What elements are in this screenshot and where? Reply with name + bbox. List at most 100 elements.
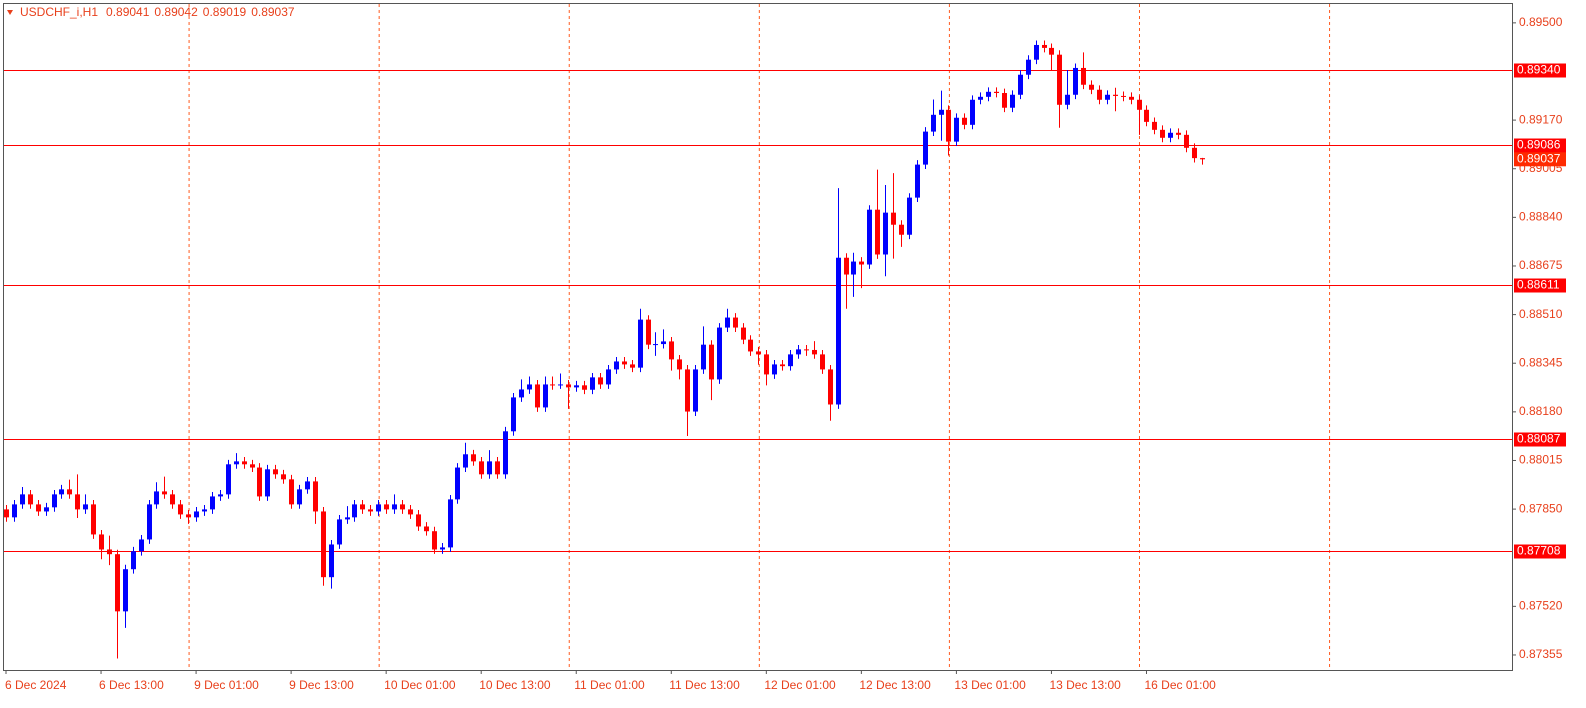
candle-body: [677, 359, 682, 370]
candle-body: [939, 109, 944, 115]
candle-body: [250, 464, 255, 468]
candle-body: [210, 496, 215, 510]
chart-header: USDCHF_i,H1 0.89041 0.89042 0.89019 0.89037: [20, 5, 295, 19]
candle-body: [701, 344, 706, 370]
candle-body: [891, 212, 896, 225]
candle-body: [527, 384, 532, 390]
y-tick-label: 0.89170: [1519, 112, 1563, 126]
candle-body: [630, 364, 635, 368]
level-label: 0.88087: [1517, 432, 1561, 446]
candle-body: [424, 526, 429, 532]
candle-body: [1057, 54, 1062, 105]
candle-body: [907, 197, 912, 235]
candle-body: [622, 361, 627, 365]
candle-body: [337, 519, 342, 545]
candle-body: [1034, 44, 1039, 60]
level-label-box: [1514, 432, 1566, 447]
candle-body: [91, 504, 96, 535]
candle-body: [392, 504, 397, 510]
candle-body: [1002, 92, 1007, 108]
level-layer: [4, 70, 1512, 552]
candle-body: [265, 469, 270, 497]
candle-body: [661, 341, 666, 345]
candle-body: [305, 481, 310, 490]
candle-body: [154, 491, 159, 505]
candle-body: [606, 369, 611, 385]
candle-body: [836, 257, 841, 405]
candle-body: [788, 354, 793, 367]
candle-body: [1152, 121, 1157, 130]
candle-body: [1144, 109, 1149, 122]
candle-body: [796, 349, 801, 355]
candle-body: [99, 534, 104, 550]
ohlc-close: 0.89037: [251, 5, 295, 19]
candle-body: [915, 164, 920, 198]
y-tick-label: 0.89500: [1519, 15, 1563, 29]
candle-body: [115, 554, 120, 612]
candle-body: [368, 509, 373, 512]
candle-body: [574, 385, 579, 388]
candle-body: [859, 261, 864, 265]
y-tick-label: 0.88345: [1519, 355, 1563, 369]
candle-body: [725, 317, 730, 328]
candle-body: [614, 361, 619, 370]
candle-body: [923, 131, 928, 165]
candle-body: [558, 384, 563, 386]
candle-body: [772, 364, 777, 375]
candle-body: [28, 494, 33, 505]
candle-body: [685, 369, 690, 412]
candle-body: [503, 431, 508, 475]
candle-body: [1049, 47, 1054, 55]
level-label-box: [1514, 278, 1566, 293]
candle-body: [36, 504, 41, 512]
candle-layer: [4, 40, 1205, 659]
candle-body: [598, 377, 603, 385]
candle-body: [543, 384, 548, 408]
menu-triangle[interactable]: [7, 10, 13, 15]
level-label-box: [1514, 544, 1566, 559]
x-tick-label: 9 Dec 13:00: [289, 678, 354, 692]
candle-body: [693, 369, 698, 412]
candle-body: [638, 319, 643, 368]
candle-body: [1010, 94, 1015, 108]
candle-body: [463, 454, 468, 468]
candle-body: [1129, 96, 1134, 100]
candle-body: [242, 461, 247, 465]
candle-body: [1026, 59, 1031, 75]
candle-body: [709, 344, 714, 380]
level-label: 0.87708: [1517, 544, 1561, 558]
candle-body: [83, 504, 88, 510]
candle-body: [748, 339, 753, 352]
candle-body: [931, 114, 936, 132]
candle-body: [1176, 132, 1181, 135]
candle-body: [289, 479, 294, 505]
candle-body: [416, 514, 421, 527]
candle-body: [257, 467, 262, 497]
x-tick-label: 10 Dec 01:00: [384, 678, 456, 692]
candle-body: [75, 494, 80, 510]
candle-body: [812, 349, 817, 355]
x-tick-label: 13 Dec 13:00: [1049, 678, 1121, 692]
candle-body: [281, 474, 286, 480]
candle-body: [1018, 74, 1023, 95]
candle-body: [535, 384, 540, 408]
candle-body: [733, 317, 738, 328]
candle-body: [52, 494, 57, 508]
x-tick-label: 11 Dec 01:00: [574, 678, 645, 692]
ohlc-low: 0.89019: [203, 5, 247, 19]
candle-body: [107, 549, 112, 555]
level-label-box: [1514, 63, 1566, 78]
x-tick-label: 11 Dec 13:00: [669, 678, 740, 692]
candle-body: [455, 467, 460, 500]
candle-body: [970, 99, 975, 125]
candle-body: [360, 504, 365, 510]
candle-body: [1184, 134, 1189, 148]
level-label: 0.89340: [1517, 63, 1561, 77]
candle-body: [1073, 67, 1078, 95]
candle-body: [400, 504, 405, 510]
candle-body: [590, 377, 595, 390]
y-tick-label: 0.88840: [1519, 210, 1563, 224]
candle-body: [1121, 95, 1126, 97]
y-tick-label: 0.87850: [1519, 501, 1563, 515]
